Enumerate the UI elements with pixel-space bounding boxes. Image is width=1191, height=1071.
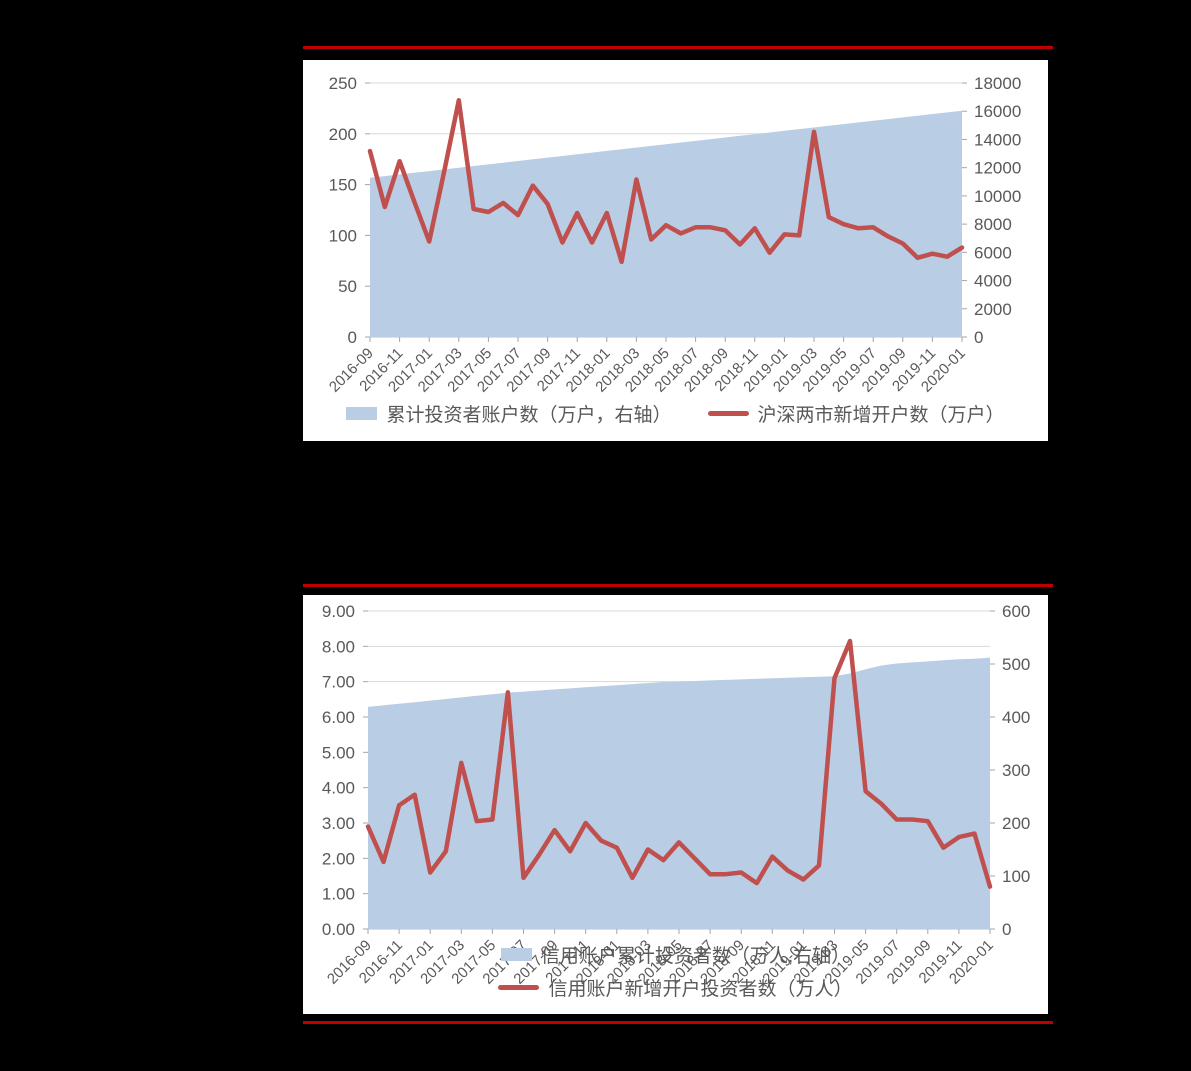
left-axis-label: 8.00	[322, 637, 355, 656]
left-axis-label: 150	[329, 176, 357, 195]
right-axis-label: 8000	[974, 215, 1012, 234]
left-axis-label: 1.00	[322, 885, 355, 904]
right-axis-label: 400	[1002, 708, 1030, 727]
left-axis-label: 0	[348, 328, 357, 347]
left-axis-label: 6.00	[322, 708, 355, 727]
line-series	[365, 638, 993, 889]
right-axis-label: 14000	[974, 130, 1021, 149]
right-axis-label: 500	[1002, 655, 1030, 674]
left-axis-label: 9.00	[322, 602, 355, 621]
bottom-red-rule	[303, 1021, 1053, 1024]
right-axis-label: 0	[1002, 920, 1011, 939]
right-axis-label: 600	[1002, 602, 1030, 621]
legend-label-cumulative-accounts: 累计投资者账户数（万户，右轴）	[386, 405, 672, 426]
right-axis-label: 200	[1002, 814, 1030, 833]
left-axis-label: 50	[338, 277, 357, 296]
left-axis-label: 7.00	[322, 673, 355, 692]
right-axis-label: 0	[974, 328, 983, 347]
chart2-legend-row-area: 信用账户累计投资者数（万人,右轴）	[303, 941, 1048, 968]
margin-accounts-chart: 9.00 8.00 7.00 6.00 5.00 4.00 3.00 2.00 1.00 0.00…	[322, 602, 1030, 988]
left-axis-label: 5.00	[322, 743, 355, 762]
chart1-legend: 累计投资者账户数（万户，右轴） 沪深两市新增开户数（万户）	[303, 400, 1048, 427]
area-series	[368, 657, 990, 929]
middle-red-rule	[303, 584, 1053, 587]
area-swatch-icon	[346, 407, 378, 420]
line-swatch-icon	[707, 411, 749, 416]
right-axis-label: 300	[1002, 761, 1030, 780]
left-axis-label: 200	[329, 125, 357, 144]
legend-label-credit-new: 信用账户新增开户投资者数（万人）	[548, 979, 853, 1000]
right-axis-label: 4000	[974, 272, 1012, 291]
line-swatch-icon	[498, 985, 540, 990]
left-axis-label: 3.00	[322, 814, 355, 833]
legend-item-new-accounts: 沪深两市新增开户数（万户）	[707, 400, 1005, 427]
left-axis-label: 4.00	[322, 779, 355, 798]
line-series	[367, 98, 965, 265]
right-axis-label: 6000	[974, 243, 1012, 262]
legend-item-credit-new: 信用账户新增开户投资者数（万人）	[498, 974, 853, 1001]
right-axis-label: 12000	[974, 159, 1021, 178]
right-axis-label: 10000	[974, 187, 1021, 206]
left-axis-label: 0.00	[322, 920, 355, 939]
chart2-legend-row-line: 信用账户新增开户投资者数（万人）	[303, 974, 1048, 1001]
left-axis-label: 100	[329, 226, 357, 245]
right-axis-label: 100	[1002, 867, 1030, 886]
chart-panel-market-accounts: 250 200 150 100 50 0 18000 16000 14000 12000 10000…	[303, 60, 1048, 441]
legend-label-new-accounts: 沪深两市新增开户数（万户）	[757, 405, 1005, 426]
top-red-rule	[303, 46, 1053, 49]
legend-item-cumulative-accounts: 累计投资者账户数（万户，右轴）	[346, 400, 672, 427]
legend-item-credit-cumulative: 信用账户累计投资者数（万人,右轴）	[500, 941, 851, 968]
left-axis-label: 250	[329, 74, 357, 93]
left-axis-label: 2.00	[322, 849, 355, 868]
right-axis-label: 2000	[974, 300, 1012, 319]
right-axis-label: 16000	[974, 102, 1021, 121]
legend-label-credit-cumulative: 信用账户累计投资者数（万人,右轴）	[540, 946, 851, 967]
area-swatch-icon	[500, 948, 532, 961]
chart-panel-margin-accounts: 9.00 8.00 7.00 6.00 5.00 4.00 3.00 2.00 1.00 0.00…	[303, 595, 1048, 1014]
right-axis-label: 18000	[974, 74, 1021, 93]
market-accounts-chart: 250 200 150 100 50 0 18000 16000 14000 12000 10000…	[326, 74, 1021, 396]
